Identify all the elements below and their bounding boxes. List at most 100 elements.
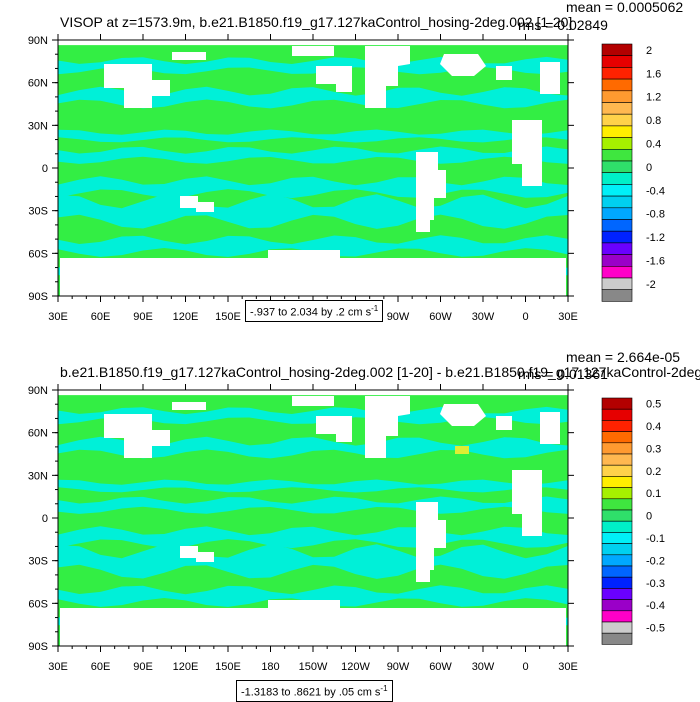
contour-info-2: -1.3183 to .8621 by .05 cm s-1 <box>236 680 393 702</box>
chart-title: VISOP at z=1573.9m, b.e21.B1850.f19_g17.… <box>60 14 572 30</box>
colorbar-label: -2 <box>646 279 656 291</box>
colorbar-swatch <box>601 610 633 623</box>
x-tick-label: 90W <box>387 661 410 673</box>
y-tick-label: 30N <box>28 120 48 132</box>
contour-info-1: -.937 to 2.034 by .2 cm s-1 <box>245 300 384 322</box>
field-band <box>58 146 568 164</box>
colorbar-swatch <box>601 632 633 645</box>
colorbar-swatch <box>601 207 633 220</box>
colorbar-label: 0.2 <box>646 466 661 478</box>
field-band <box>58 86 568 109</box>
field-band <box>58 479 568 493</box>
colorbar-2: 0.5 0.4 0.3 0.2 0.1 0 -0.1 -0.2 -0.3 -0.4 -0.5 <box>601 397 665 645</box>
colorbar-label: -0.5 <box>646 623 665 635</box>
colorbar-label: -0.3 <box>646 578 665 590</box>
chart-title: b.e21.B1850.f19_g17.127kaControl_hosing-… <box>60 364 700 380</box>
x-tick-label: 30W <box>472 311 495 323</box>
colorbar-swatch <box>601 43 633 56</box>
colorbar-label: 0.3 <box>646 443 661 455</box>
colorbar-swatch <box>601 431 633 444</box>
polar-mask <box>58 40 568 46</box>
colorbar-swatch <box>601 137 633 150</box>
x-tick-label: 60W <box>429 311 452 323</box>
y-tick-label: 30S <box>28 556 48 568</box>
colorbar-swatch <box>601 90 633 103</box>
colorbar-swatch <box>601 565 633 578</box>
colorbar-label: 2 <box>646 45 652 57</box>
x-tick-label: 60E <box>91 661 111 673</box>
x-tick-label: 150W <box>299 661 328 673</box>
colorbar-swatch <box>601 397 633 410</box>
x-tick-label: 90W <box>387 311 410 323</box>
y-tick-label: 90N <box>28 385 48 397</box>
colorbar-swatch <box>601 277 633 290</box>
colorbar-label: -0.2 <box>646 555 665 567</box>
colorbar-swatch <box>601 125 633 138</box>
colorbar-label: 0.4 <box>646 421 661 433</box>
colorbar-swatch <box>601 532 633 544</box>
field-band <box>58 585 568 607</box>
anomaly-patch <box>455 446 469 454</box>
colorbar-swatch <box>601 453 633 466</box>
map-panel-2: 30E 60E 90E 120E 150E 180 150W 120W 90W 60W 30W 0 30… <box>28 349 700 673</box>
colorbar-swatch <box>601 621 633 634</box>
field-band <box>58 235 568 257</box>
colorbar-swatch <box>601 520 633 533</box>
colorbar-label: 0 <box>646 162 652 174</box>
stat-mean: mean = 0.0005062 <box>566 0 683 15</box>
colorbar-swatch <box>601 289 633 302</box>
colorbar-label: 0.8 <box>646 115 661 127</box>
colorbar-label: 0.4 <box>646 138 661 150</box>
y-tick-label: 0 <box>42 163 48 175</box>
colorbar-swatch <box>601 113 633 127</box>
x-tick-label: 120W <box>341 661 370 673</box>
field-band <box>58 56 568 75</box>
colorbar-swatch <box>601 149 633 162</box>
x-tick-label: 60W <box>429 661 452 673</box>
colorbar-swatch <box>601 230 633 244</box>
x-tick-label: 0 <box>522 661 528 673</box>
x-tick-label: 60E <box>91 311 111 323</box>
colorbar-swatch <box>601 160 633 173</box>
x-tick-label: 30E <box>48 661 68 673</box>
colorbar-swatch <box>601 265 633 279</box>
colorbar-swatch <box>601 55 633 68</box>
colorbar-swatch <box>601 543 633 556</box>
colorbar-swatch <box>601 219 633 232</box>
y-tick-label: 60S <box>28 598 48 610</box>
y-tick-label: 60S <box>28 248 48 260</box>
colorbar-swatch <box>601 242 633 255</box>
colorbar-label: 1.6 <box>646 68 661 80</box>
colorbar-swatch <box>601 476 633 488</box>
colorbar-swatch <box>601 195 633 209</box>
y-tick-label: 60N <box>28 78 48 90</box>
y-tick-label: 90N <box>28 35 48 47</box>
map-panel-1: 30E60E90E120E150E180150W120W90W60W30W030… <box>28 0 684 323</box>
colorbar-swatch <box>601 184 633 197</box>
colorbar-swatch <box>601 67 633 80</box>
colorbar-label: -1.6 <box>646 255 665 267</box>
y-tick-label: 30N <box>28 470 48 482</box>
x-tick-label: 90E <box>133 311 153 323</box>
colorbar-swatch <box>601 588 633 600</box>
colorbar-swatch <box>601 509 633 522</box>
colorbar-label: 0.5 <box>646 399 661 411</box>
colorbar-swatch <box>601 498 633 511</box>
stat-rms: rms = 0.01361 <box>518 366 608 382</box>
colorbar-swatch <box>601 599 633 612</box>
x-tick-label: 0 <box>522 311 528 323</box>
stat-mean: mean = 2.664e-05 <box>566 349 680 365</box>
x-tick-label: 30E <box>48 311 68 323</box>
colorbar-label: -0.1 <box>646 533 665 545</box>
colorbar-swatch <box>601 464 633 477</box>
x-tick-label: 30W <box>472 661 495 673</box>
colorbar-label: 0 <box>646 511 652 523</box>
y-tick-label: 90S <box>28 291 48 303</box>
colorbar-swatch <box>601 78 633 92</box>
y-tick-label: 90S <box>28 641 48 653</box>
colorbar-label: -1.2 <box>646 232 665 244</box>
y-tick-label: 30S <box>28 206 48 218</box>
colorbar-label: 0.1 <box>646 488 661 500</box>
polar-mask <box>58 390 568 396</box>
colorbar-label: 1.2 <box>646 92 661 104</box>
